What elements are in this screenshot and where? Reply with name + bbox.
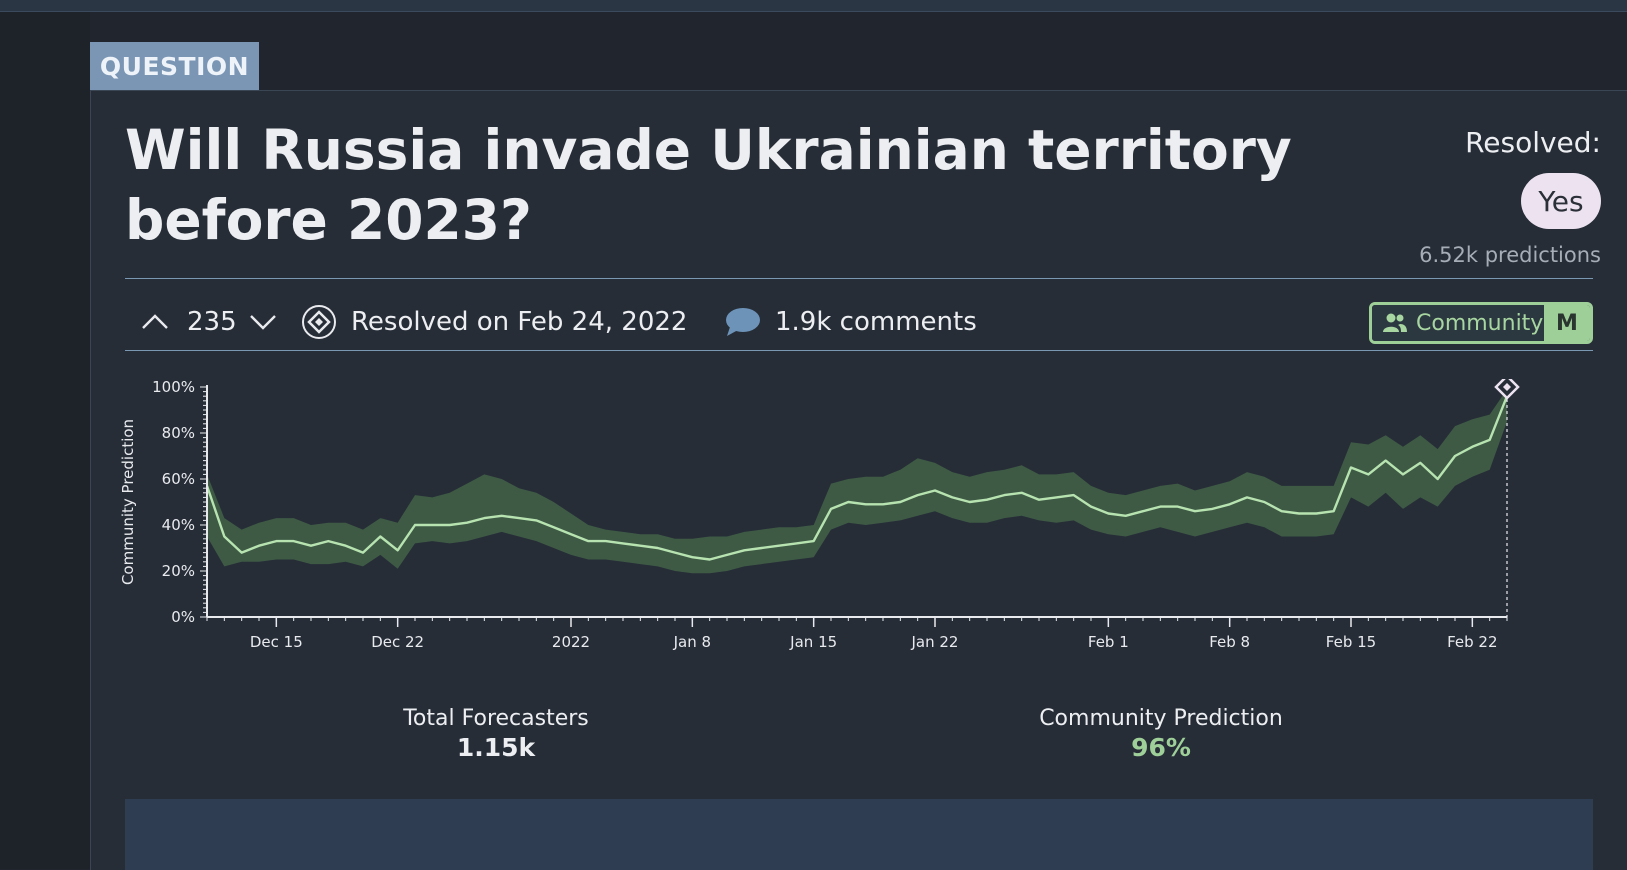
upvote-button[interactable] xyxy=(141,287,169,357)
y-axis-label: Community Prediction xyxy=(119,419,137,585)
resolved-label: Resolved: xyxy=(1465,126,1601,159)
y-tick-label: 80% xyxy=(162,424,195,442)
question-tag: QUESTION xyxy=(90,42,259,90)
x-tick-label: Feb 22 xyxy=(1447,633,1497,651)
people-icon xyxy=(1383,313,1407,332)
chevron-up-icon xyxy=(142,314,168,329)
divider-bottom xyxy=(125,350,1593,351)
x-tick-label: Jan 15 xyxy=(789,633,837,651)
downvote-button[interactable] xyxy=(249,287,277,357)
x-tick-label: Feb 1 xyxy=(1088,633,1129,651)
resolution-marker-center xyxy=(1503,383,1511,391)
total-forecasters-stat: Total Forecasters 1.15k xyxy=(371,706,621,762)
question-title: Will Russia invade Ukrainian territory b… xyxy=(125,118,1292,252)
x-tick-label: Dec 15 xyxy=(250,633,303,651)
question-toolbar: 235 Resolved on Feb 24, 2022 1.9k commen… xyxy=(125,287,1593,357)
x-tick-label: Dec 22 xyxy=(371,633,424,651)
comments-link[interactable]: 1.9k comments xyxy=(725,287,977,357)
comment-bubble-icon xyxy=(726,308,760,336)
prediction-line xyxy=(205,395,1509,561)
community-prediction-value: 96% xyxy=(1131,733,1191,762)
metaculus-toggle-option[interactable]: M xyxy=(1544,305,1590,341)
question-card: Will Russia invade Ukrainian territory b… xyxy=(90,90,1627,870)
community-label: Community xyxy=(1416,310,1544,336)
x-tick-label: Feb 8 xyxy=(1209,633,1250,651)
community-prediction-chart[interactable]: 0% 20% 40% 60% 80% 100% Dec 15 Dec 22 2022 Jan 8 J… xyxy=(119,379,1539,679)
chart-plot-area: 0% 20% 40% 60% 80% 100% Dec 15 Dec 22 2022 Jan 8 J… xyxy=(119,379,1520,651)
left-gutter xyxy=(0,12,90,869)
x-tick-label: Jan 22 xyxy=(911,633,959,651)
x-tick-label: Jan 8 xyxy=(673,633,711,651)
y-tick-label: 100% xyxy=(152,379,195,396)
y-tick-label: 60% xyxy=(162,470,195,488)
community-prediction-label: Community Prediction xyxy=(1039,706,1283,731)
divider-top xyxy=(125,278,1593,279)
bottom-panel xyxy=(125,799,1593,870)
resolved-date: Resolved on Feb 24, 2022 xyxy=(351,307,688,337)
x-tick-label: 2022 xyxy=(552,633,590,651)
resolved-diamond-icon xyxy=(302,305,336,339)
chevron-down-icon xyxy=(250,315,276,330)
community-prediction-stat: Community Prediction 96% xyxy=(1011,706,1311,762)
y-tick-label: 20% xyxy=(162,562,195,580)
y-tick-label: 40% xyxy=(162,516,195,534)
top-bar xyxy=(0,0,1627,12)
prediction-view-toggle[interactable]: Community M xyxy=(1369,302,1593,344)
resolved-status: Resolved on Feb 24, 2022 xyxy=(301,287,687,357)
total-forecasters-value: 1.15k xyxy=(456,733,536,762)
community-toggle-option[interactable]: Community xyxy=(1372,305,1544,341)
predictions-count: 6.52k predictions xyxy=(1419,243,1601,267)
vote-count: 235 xyxy=(187,307,237,337)
y-tick-label: 0% xyxy=(171,608,195,626)
x-tick-label: Feb 15 xyxy=(1326,633,1376,651)
resolution-badge: Yes xyxy=(1521,173,1601,229)
total-forecasters-label: Total Forecasters xyxy=(403,706,589,731)
comments-count: 1.9k comments xyxy=(775,307,977,337)
confidence-band xyxy=(207,389,1507,574)
